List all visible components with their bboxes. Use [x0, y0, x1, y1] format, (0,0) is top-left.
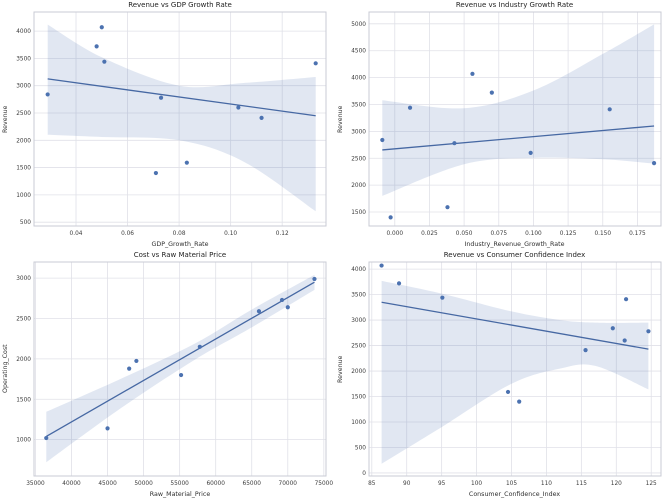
svg-text:0: 0: [362, 471, 366, 477]
svg-text:120: 120: [610, 481, 621, 487]
svg-text:2500: 2500: [16, 111, 31, 117]
panel-cost-raw-material: 35000 40000 45000 50000 55000 60000 65000 70000…: [0, 250, 335, 500]
svg-text:110: 110: [540, 481, 551, 487]
svg-text:1500: 1500: [16, 166, 31, 172]
svg-text:95: 95: [437, 481, 445, 487]
svg-text:5000: 5000: [351, 22, 366, 28]
svg-text:1000: 1000: [16, 438, 31, 444]
svg-text:100: 100: [471, 481, 482, 487]
svg-text:55000: 55000: [170, 481, 189, 487]
svg-text:50000: 50000: [134, 481, 153, 487]
x-axis-label: GDP_Growth_Rate: [151, 241, 209, 248]
svg-text:0.150: 0.150: [594, 231, 611, 237]
x-axis-label: Raw_Material_Price: [149, 491, 211, 498]
svg-text:2000: 2000: [16, 357, 31, 363]
svg-text:75000: 75000: [315, 481, 334, 487]
svg-text:2000: 2000: [351, 369, 366, 375]
svg-text:125: 125: [645, 481, 656, 487]
svg-text:1500: 1500: [351, 395, 366, 401]
svg-text:70000: 70000: [279, 481, 298, 487]
svg-text:0.025: 0.025: [421, 231, 438, 237]
x-axis-label: Industry_Revenue_Growth_Rate: [464, 241, 565, 248]
svg-text:3000: 3000: [351, 129, 366, 135]
svg-text:1000: 1000: [16, 193, 31, 199]
raw-material-scatter-chart: 35000 40000 45000 50000 55000 60000 65000 70000…: [16, 261, 334, 487]
svg-text:0.050: 0.050: [455, 231, 472, 237]
svg-text:45000: 45000: [98, 481, 117, 487]
svg-text:3500: 3500: [351, 293, 366, 299]
svg-text:3000: 3000: [16, 276, 31, 282]
industry-growth-scatter-chart: 0.000 0.025 0.050 0.075 0.100 0.125 0.150 0.175…: [351, 11, 661, 237]
y-axis-label: Operating_Cost: [2, 344, 9, 394]
svg-text:2000: 2000: [351, 183, 366, 189]
svg-text:0.10: 0.10: [224, 231, 237, 237]
svg-text:3500: 3500: [351, 102, 366, 108]
y-axis-label: Revenue: [336, 105, 344, 133]
svg-text:35000: 35000: [26, 481, 45, 487]
svg-text:500: 500: [354, 445, 365, 451]
svg-text:2500: 2500: [16, 317, 31, 323]
svg-text:0.04: 0.04: [70, 231, 83, 237]
svg-text:1000: 1000: [351, 420, 366, 426]
svg-text:4500: 4500: [351, 49, 366, 55]
svg-text:3500: 3500: [16, 56, 31, 62]
svg-text:0.08: 0.08: [173, 231, 186, 237]
gdp-growth-scatter-chart: 0.04 0.06 0.08 0.10 0.12 500 1000 1500 2000 2500 3…: [16, 11, 327, 237]
svg-text:2000: 2000: [16, 138, 31, 144]
svg-text:0.125: 0.125: [559, 231, 576, 237]
svg-text:500: 500: [20, 220, 31, 226]
svg-text:0.000: 0.000: [386, 231, 403, 237]
svg-text:65000: 65000: [243, 481, 262, 487]
svg-text:0.175: 0.175: [629, 231, 646, 237]
svg-text:2500: 2500: [351, 156, 366, 162]
svg-text:4000: 4000: [351, 267, 366, 273]
svg-text:60000: 60000: [206, 481, 225, 487]
svg-text:4000: 4000: [351, 76, 366, 82]
panel-revenue-confidence: 85 90 95 100 105 110 115 120 125 0 500 1000 1500 2000…: [335, 250, 669, 500]
chart-title: Cost vs Raw Material Price: [133, 251, 227, 259]
svg-text:0.100: 0.100: [525, 231, 542, 237]
svg-text:4000: 4000: [16, 29, 31, 35]
y-axis-label: Revenue: [2, 105, 9, 133]
panel-revenue-industry: 0.000 0.025 0.050 0.075 0.100 0.125 0.150 0.175…: [335, 0, 669, 250]
svg-text:3000: 3000: [351, 318, 366, 324]
svg-text:85: 85: [368, 481, 376, 487]
svg-text:1500: 1500: [351, 210, 366, 216]
svg-text:90: 90: [403, 481, 411, 487]
x-axis-label: Consumer_Confidence_Index: [468, 491, 561, 498]
svg-text:115: 115: [575, 481, 586, 487]
y-axis-label: Revenue: [336, 355, 344, 383]
svg-text:105: 105: [505, 481, 516, 487]
consumer-confidence-scatter-chart: 85 90 95 100 105 110 115 120 125 0 500 1000 1500 2000…: [351, 261, 661, 487]
panel-revenue-gdp: 0.04 0.06 0.08 0.10 0.12 500 1000 1500 2000 2500 3…: [0, 0, 335, 250]
svg-text:0.075: 0.075: [490, 231, 507, 237]
svg-text:0.12: 0.12: [276, 231, 289, 237]
chart-title: Revenue vs GDP Growth Rate: [128, 1, 232, 9]
svg-text:3000: 3000: [16, 84, 31, 90]
svg-text:0.06: 0.06: [121, 231, 134, 237]
chart-title: Revenue vs Consumer Confidence Index: [443, 251, 586, 259]
chart-title: Revenue vs Industry Growth Rate: [455, 1, 574, 9]
svg-text:1500: 1500: [16, 397, 31, 403]
svg-text:2500: 2500: [351, 344, 366, 350]
svg-text:40000: 40000: [62, 481, 81, 487]
